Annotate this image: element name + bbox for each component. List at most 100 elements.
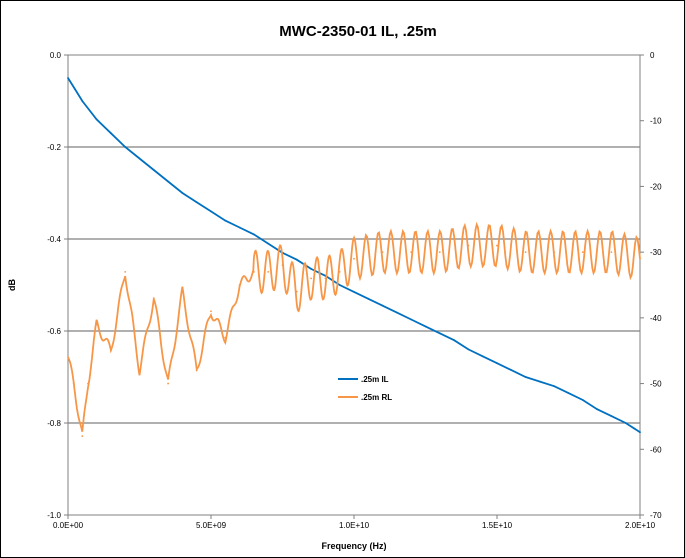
y2-tick-label-3: -30 [650,248,662,257]
series-1-point [81,435,84,438]
series-1-point [138,369,141,372]
series-0-point [253,233,255,236]
series-0-point [438,332,441,335]
series-1-point [195,369,198,372]
series-0-point [567,392,570,394]
series-0-point [138,157,141,160]
series-0-point [124,146,127,148]
series-1-point [295,290,298,293]
series-0-point [238,226,241,229]
x-axis-title: Frequency (Hz) [321,541,386,551]
x-tick-label-3: 1.5E+10 [482,521,513,530]
series-0-point [481,355,484,358]
series-1-point [496,244,498,247]
series-1-point [281,264,284,267]
plot-area-border [67,54,641,516]
x-tick-label-0: 0.0E+00 [53,521,84,530]
series-1-point [438,251,441,254]
series-0-point [367,297,370,300]
y-tick-label-3: -0.6 [47,327,61,336]
series-1-point [238,284,241,286]
series-0-point [596,408,598,411]
series-1-point [381,251,384,254]
series-0-point [610,415,613,417]
series-0-point [81,100,84,102]
chart-title: MWC-2350-01 IL, .25m [279,23,437,40]
x-tick-label-1: 5.0E+09 [196,521,227,530]
y2-tick-label-7: -70 [650,511,662,520]
y-tick-label-5: -1.0 [47,511,61,520]
x-tick-label-2: 1.0E+10 [339,521,370,530]
series-0-point [410,318,413,321]
series-0-point [152,169,155,171]
series-0-point [624,422,627,424]
series-0-point [496,362,498,365]
series-1-point [95,323,98,326]
series-0-point [524,376,527,378]
legend-label-rl: .25m RL [361,393,392,402]
series-1-point [210,310,212,313]
series-1-point [410,251,413,254]
series-1-point [353,257,355,260]
y2-tick-label-5: -50 [650,380,662,389]
series-0-point [110,132,112,135]
series-1-point [639,257,641,260]
left-y-axis-ticks: 0.0 -0.2 -0.4 -0.6 -0.8 -1.0 [47,51,68,520]
x-axis-ticks: 0.0E+00 5.0E+09 1.0E+10 1.5E+10 2.0E+10 [53,515,656,530]
series-1-point [581,251,584,254]
series-1-point [152,297,155,300]
series-1-point [167,382,170,385]
series-0-point [67,77,69,79]
series-1-point [253,270,255,273]
series-0-point [224,219,227,222]
series-1-point [124,270,127,273]
series-0-point [210,210,212,213]
y2-tick-label-4: -40 [650,314,662,323]
series-0-point [74,88,77,91]
series-1-point [467,244,470,247]
series-0-point [510,369,513,371]
series-layer [67,77,641,438]
series-0-point [95,118,98,121]
series-1-point [310,277,312,280]
legend: .25m IL .25m RL [338,375,392,402]
series-0-point [167,180,170,183]
series-0-point [267,242,270,245]
series-1-point [524,251,527,254]
series-1-point [181,290,184,293]
series-0-point [539,380,541,383]
series-1-point [338,270,341,273]
series-0-point [195,201,198,204]
series-0-point [424,325,427,328]
y2-tick-label-2: -20 [650,182,662,191]
series-0-point [381,304,384,307]
series-1-point [72,382,75,385]
series-1-point [324,277,327,280]
series-0-point [338,284,341,286]
y-tick-label-0: 0.0 [50,51,62,60]
series-1-point [224,336,227,339]
y-axis-title: dB [7,279,17,291]
x-tick-label-4: 2.0E+10 [625,521,656,530]
series-0-point [295,258,298,261]
right-y-axis-ticks: 0 -10 -20 -30 -40 -50 -60 -70 [640,51,662,520]
series-0-point [467,348,470,351]
series-1-point [87,382,89,385]
series-1-point [267,270,270,273]
y-tick-label-1: -0.2 [47,143,61,152]
y2-tick-label-6: -60 [650,445,662,454]
legend-label-il: .25m IL [361,375,389,384]
series-0-point [639,431,641,434]
y2-tick-label-1: -10 [650,117,662,126]
series-1-point [610,251,613,254]
grid-lines [68,146,640,424]
y2-tick-label-0: 0 [650,51,655,60]
series-0-point [396,311,398,314]
y-tick-label-4: -0.8 [47,419,61,428]
series-line-1 [67,221,641,432]
series-1-point [553,251,556,254]
series-1-point [110,349,112,352]
series-0-point [581,399,584,401]
